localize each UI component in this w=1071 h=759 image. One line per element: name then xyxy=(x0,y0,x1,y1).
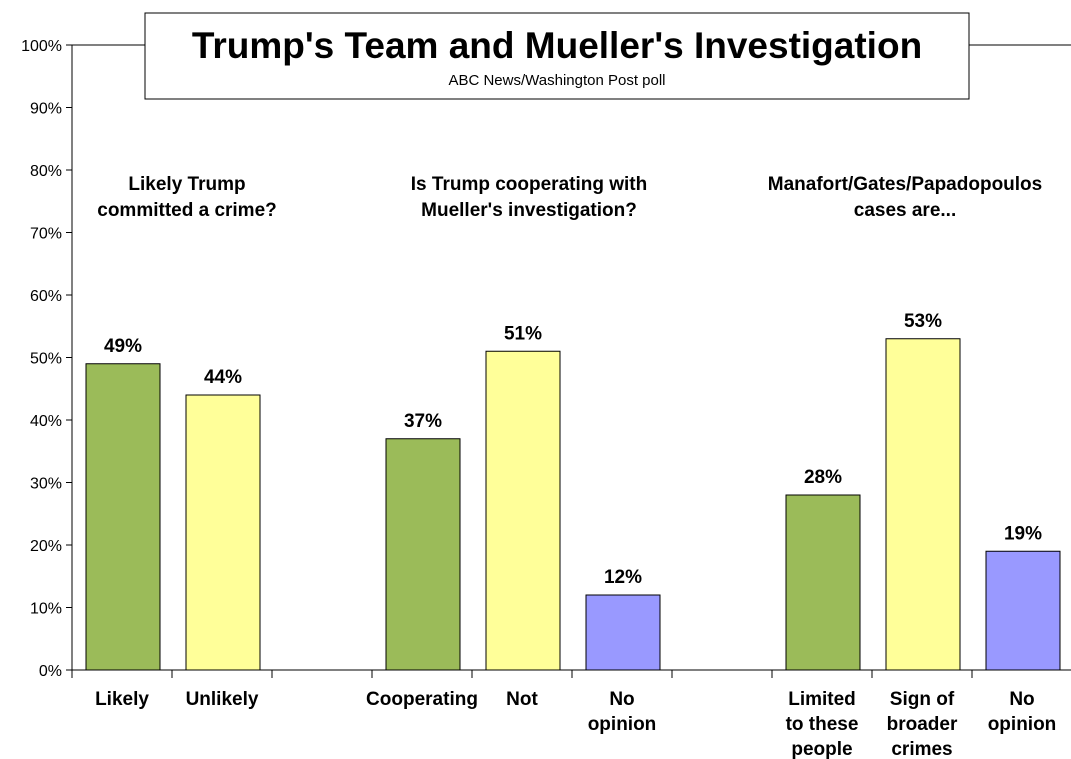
question-label: Likely Trump xyxy=(128,174,245,195)
y-tick-label: 0% xyxy=(39,663,62,680)
bar xyxy=(885,338,961,671)
y-tick-label: 90% xyxy=(30,101,62,118)
category-label: Likely xyxy=(95,689,149,710)
y-tick-label: 10% xyxy=(30,601,62,618)
category-label: to these xyxy=(786,714,859,735)
question-label: Mueller's investigation? xyxy=(421,200,637,221)
y-tick-label: 60% xyxy=(30,288,62,305)
value-label: 28% xyxy=(804,467,842,488)
value-label: 19% xyxy=(1004,523,1042,544)
bar xyxy=(85,363,161,671)
question-label: Is Trump cooperating with xyxy=(411,174,647,195)
y-tick-label: 80% xyxy=(30,163,62,180)
axes: 0% 10% 20% 30% 40% 50% 60% 70% 80% 90% 100% xyxy=(21,38,1071,680)
value-label: 49% xyxy=(104,336,142,357)
y-tick-label: 30% xyxy=(30,476,62,493)
category-label: opinion xyxy=(988,714,1057,735)
labels: 49% Likely 44% Unlikely Likely Trump committe… xyxy=(95,174,1056,759)
y-tick-label: 20% xyxy=(30,538,62,555)
y-tick-label: 40% xyxy=(30,413,62,430)
bar xyxy=(985,550,1061,671)
bar xyxy=(485,350,561,671)
category-label: No xyxy=(1009,689,1034,710)
bar xyxy=(585,594,661,671)
category-label: broader xyxy=(887,714,958,735)
bar xyxy=(785,494,861,671)
bars xyxy=(85,338,1061,671)
category-label: people xyxy=(791,739,852,759)
chart-title: Trump's Team and Mueller's Investigation xyxy=(192,25,922,66)
value-label: 12% xyxy=(604,567,642,588)
category-label: Cooperating xyxy=(366,689,478,710)
title-frame xyxy=(144,12,970,100)
value-label: 37% xyxy=(404,411,442,432)
title-box: Trump's Team and Mueller's Investigation… xyxy=(144,12,970,100)
category-label: No xyxy=(609,689,634,710)
category-label: crimes xyxy=(891,739,952,759)
y-tick-label: 70% xyxy=(30,226,62,243)
value-label: 51% xyxy=(504,323,542,344)
y-tick-label: 50% xyxy=(30,351,62,368)
category-label: Unlikely xyxy=(186,689,259,710)
value-label: 53% xyxy=(904,311,942,332)
value-label: 44% xyxy=(204,367,242,388)
bar xyxy=(185,394,261,671)
category-label: Limited xyxy=(788,689,856,710)
category-label: opinion xyxy=(588,714,657,735)
question-label: Manafort/Gates/Papadopoulos xyxy=(768,174,1042,195)
category-label: Not xyxy=(506,689,538,710)
category-label: Sign of xyxy=(890,689,955,710)
bar xyxy=(385,438,461,671)
y-tick-label: 100% xyxy=(21,38,62,55)
question-label: cases are... xyxy=(854,200,956,221)
chart-subtitle: ABC News/Washington Post poll xyxy=(448,72,665,89)
question-label: committed a crime? xyxy=(97,200,277,221)
